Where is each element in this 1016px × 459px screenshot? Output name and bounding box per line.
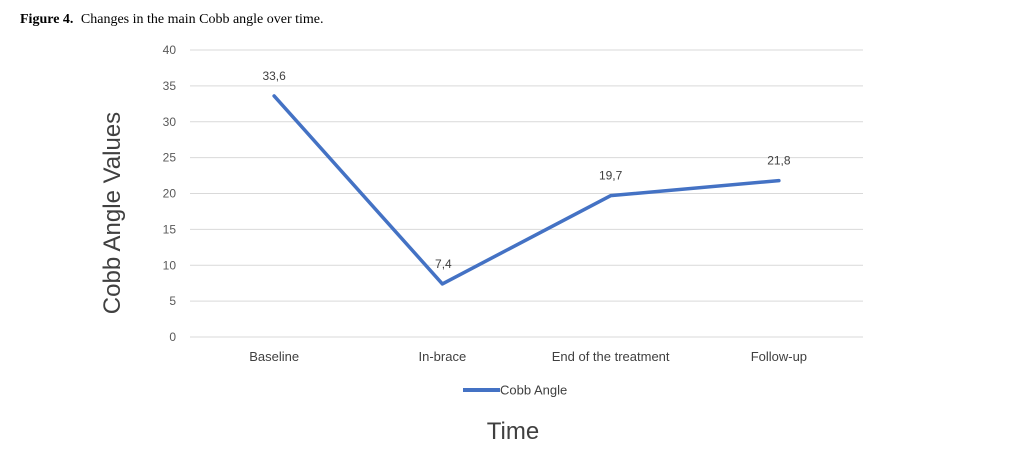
x-category-label: Follow-up <box>751 349 807 364</box>
y-tick-label: 20 <box>163 187 177 201</box>
legend-label: Cobb Angle <box>500 383 567 398</box>
data-label: 21,8 <box>767 154 791 168</box>
data-labels: 33,6 7,4 19,7 21,8 <box>262 69 790 271</box>
y-tick-label: 35 <box>163 79 177 93</box>
figure-label: Figure 4. <box>20 12 74 27</box>
figure-caption: Figure 4. Changes in the main Cobb angle… <box>20 12 324 28</box>
x-category-label: In-brace <box>419 349 467 364</box>
y-tick-label: 10 <box>163 258 177 272</box>
x-category-label: End of the treatment <box>552 349 670 364</box>
x-axis-title: Time <box>487 418 539 445</box>
x-axis-categories: Baseline In-brace End of the treatment Foll… <box>249 349 807 364</box>
y-tick-label: 25 <box>163 151 177 165</box>
data-label: 33,6 <box>262 69 286 83</box>
data-label: 19,7 <box>599 169 623 183</box>
series-line-cobb-angle <box>272 94 781 286</box>
data-label: 7,4 <box>435 257 452 271</box>
y-tick-label: 30 <box>163 115 177 129</box>
y-axis-title: Cobb Angle Values <box>99 112 126 314</box>
y-tick-label: 5 <box>169 294 176 308</box>
gridlines <box>190 49 863 338</box>
legend: Cobb Angle <box>463 383 567 398</box>
y-tick-label: 15 <box>163 222 177 236</box>
x-category-label: Baseline <box>249 349 299 364</box>
y-axis-ticks: 0 5 10 15 20 25 30 35 40 <box>163 43 177 344</box>
y-tick-label: 0 <box>169 330 176 344</box>
y-tick-label: 40 <box>163 43 177 57</box>
figure-caption-text: Changes in the main Cobb angle over time… <box>80 12 324 27</box>
series-group <box>272 94 781 286</box>
